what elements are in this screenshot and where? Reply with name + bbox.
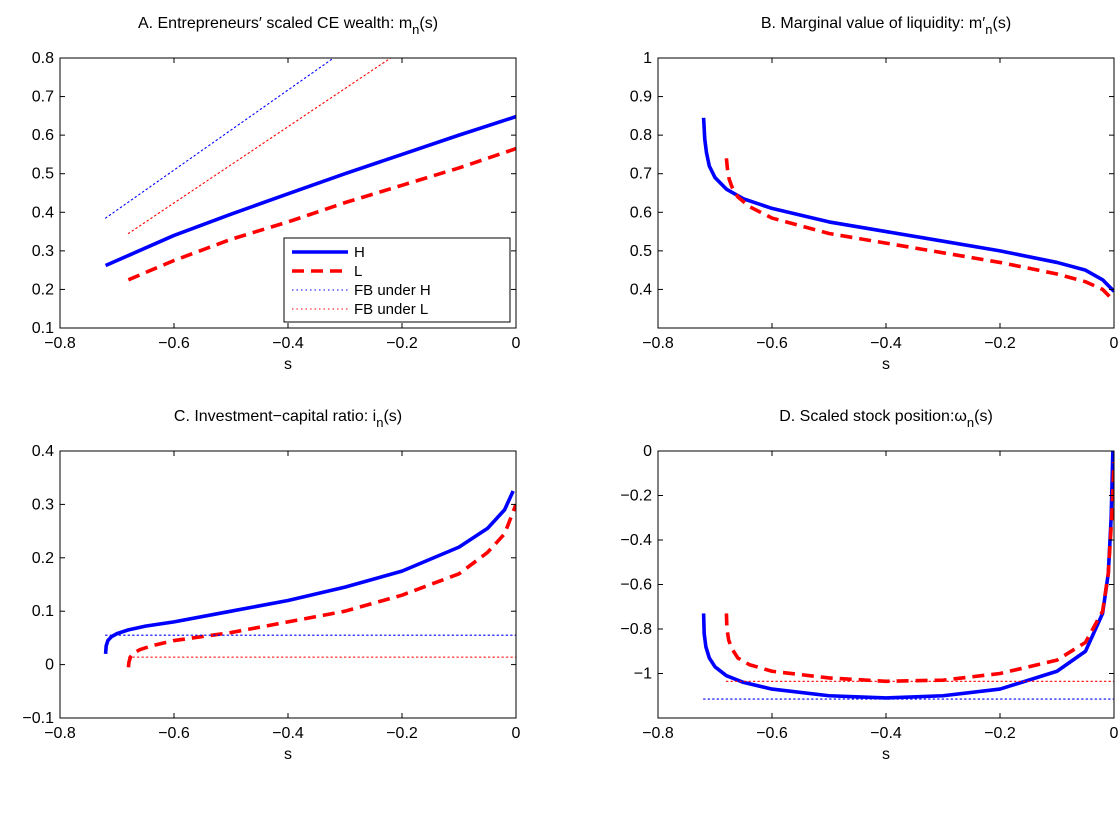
plot-area-c xyxy=(60,451,516,718)
series-line-a-l xyxy=(127,146,516,282)
x-axis-label-a: s xyxy=(284,356,292,373)
title-subscript: n xyxy=(967,415,974,430)
y-tick-label: 0 xyxy=(643,443,652,460)
series-line-d-l xyxy=(724,462,1114,684)
y-tick-label: 0.8 xyxy=(630,127,652,144)
y-tick-label: 0.4 xyxy=(630,281,652,298)
y-tick-label: −1 xyxy=(634,666,652,683)
x-tick-label: −0.2 xyxy=(984,335,1016,352)
y-tick-label: 0.3 xyxy=(32,496,54,513)
panel-b: −0.8 −0.6 −0.4 −0.2 0 0.4 0.5 0.6 0.7 0.8 0.9 1 s B. … xyxy=(630,15,1119,373)
x-tick-label: −0.6 xyxy=(158,725,190,742)
panel-title-a: A. Entrepreneurs′ scaled CE wealth: mn(s… xyxy=(138,15,438,37)
title-subscript: n xyxy=(376,415,383,430)
y-tick-label: 0.2 xyxy=(32,550,54,567)
y-tick-label: 0.5 xyxy=(32,166,54,183)
x-axis-label-b: s xyxy=(882,356,890,373)
panel-d: −0.8 −0.6 −0.4 −0.2 0 −1 −0.8 −0.6 −0.4 −0.2 0 s D. … xyxy=(620,408,1118,763)
y-tick-label: −0.6 xyxy=(620,577,652,594)
legend-label: FB under H xyxy=(354,282,431,299)
title-main: C. Investment−capital ratio: i xyxy=(174,408,376,425)
series-line-b-l xyxy=(724,158,1114,303)
series-line-c-l xyxy=(126,503,516,668)
y-tick-label: 0.7 xyxy=(630,166,652,183)
x-tick-label: −0.2 xyxy=(386,335,418,352)
y-tick-label: 0.8 xyxy=(32,50,54,67)
x-tick-label: 0 xyxy=(512,725,521,742)
series-group-a xyxy=(104,58,516,282)
y-tick-label: 0.6 xyxy=(32,127,54,144)
x-tick-label: −0.4 xyxy=(272,335,304,352)
title-main: A. Entrepreneurs′ scaled CE wealth: m xyxy=(138,15,412,32)
y-tick-label: 0 xyxy=(45,657,54,674)
plot-area-b xyxy=(658,58,1114,328)
panel-title-b: B. Marginal value of liquidity: m′n(s) xyxy=(761,15,1011,37)
series-line-a-fb-under-h xyxy=(105,58,335,219)
panel-c: −0.8 −0.6 −0.4 −0.2 0 −0.1 0 0.1 0.2 0.3 0.4 s C. In… xyxy=(22,408,520,763)
title-main: B. Marginal value of liquidity: m′ xyxy=(761,15,985,32)
x-axis-label-d: s xyxy=(882,746,890,763)
x-tick-label: −0.8 xyxy=(44,335,76,352)
legend-label: L xyxy=(354,263,362,280)
x-tick-label: −0.6 xyxy=(756,335,788,352)
legend-label: H xyxy=(354,244,365,261)
y-tick-label: 1 xyxy=(643,50,652,67)
y-tick-label: 0.9 xyxy=(630,89,652,106)
y-tick-label: 0.2 xyxy=(32,281,54,298)
x-tick-label: 0 xyxy=(512,335,521,352)
y-tick-label: 0.1 xyxy=(32,603,54,620)
y-tick-label: 0.5 xyxy=(630,243,652,260)
plot-area-d xyxy=(658,451,1114,718)
series-group-b xyxy=(701,58,1114,303)
x-tick-label: 0 xyxy=(1110,725,1119,742)
y-tick-label: −0.1 xyxy=(22,710,54,727)
series-line-a-h xyxy=(104,114,516,268)
x-tick-label: −0.8 xyxy=(642,335,674,352)
series-group-c xyxy=(103,490,516,668)
y-tick-label: 0.1 xyxy=(32,320,54,337)
panel-title-d: D. Scaled stock position:ωn(s) xyxy=(779,408,993,430)
x-tick-label: −0.4 xyxy=(272,725,304,742)
x-axis-label-c: s xyxy=(284,746,292,763)
y-tick-label: −0.8 xyxy=(620,621,652,638)
y-tick-label: −0.2 xyxy=(620,488,652,505)
panel-a: −0.8 −0.6 −0.4 −0.2 0 0.1 0.2 0.3 0.4 0.5 0.6 0.7 0.… xyxy=(32,15,521,373)
title-tail: (s) xyxy=(419,15,438,32)
y-tick-label: −0.4 xyxy=(620,532,652,549)
y-tick-label: 0.7 xyxy=(32,89,54,106)
legend-label: FB under L xyxy=(354,301,428,318)
x-tick-label: −0.4 xyxy=(870,725,902,742)
y-tick-label: 0.3 xyxy=(32,243,54,260)
x-tick-label: −0.4 xyxy=(870,335,902,352)
x-tick-label: −0.6 xyxy=(756,725,788,742)
series-line-b-h xyxy=(701,117,1114,293)
title-main: D. Scaled stock position:ω xyxy=(779,408,967,425)
series-line-c-h xyxy=(103,490,515,655)
title-tail: (s) xyxy=(974,408,993,425)
title-subscript: n xyxy=(412,22,419,37)
y-tick-label: 0.4 xyxy=(32,443,54,460)
x-tick-label: −0.2 xyxy=(386,725,418,742)
title-tail: (s) xyxy=(993,15,1012,32)
panel-title-c: C. Investment−capital ratio: in(s) xyxy=(174,408,402,430)
series-group-d xyxy=(701,451,1114,700)
title-subscript: n xyxy=(985,22,992,37)
x-tick-label: −0.8 xyxy=(642,725,674,742)
y-tick-label: 0.6 xyxy=(630,204,652,221)
x-tick-label: −0.8 xyxy=(44,725,76,742)
x-tick-label: −0.6 xyxy=(158,335,190,352)
y-tick-label: 0.4 xyxy=(32,204,54,221)
legend: HL FB under H FB under L xyxy=(283,237,511,323)
x-tick-label: −0.2 xyxy=(984,725,1016,742)
x-tick-label: 0 xyxy=(1110,335,1119,352)
title-tail: (s) xyxy=(383,408,402,425)
series-line-a-fb-under-l xyxy=(127,58,392,235)
